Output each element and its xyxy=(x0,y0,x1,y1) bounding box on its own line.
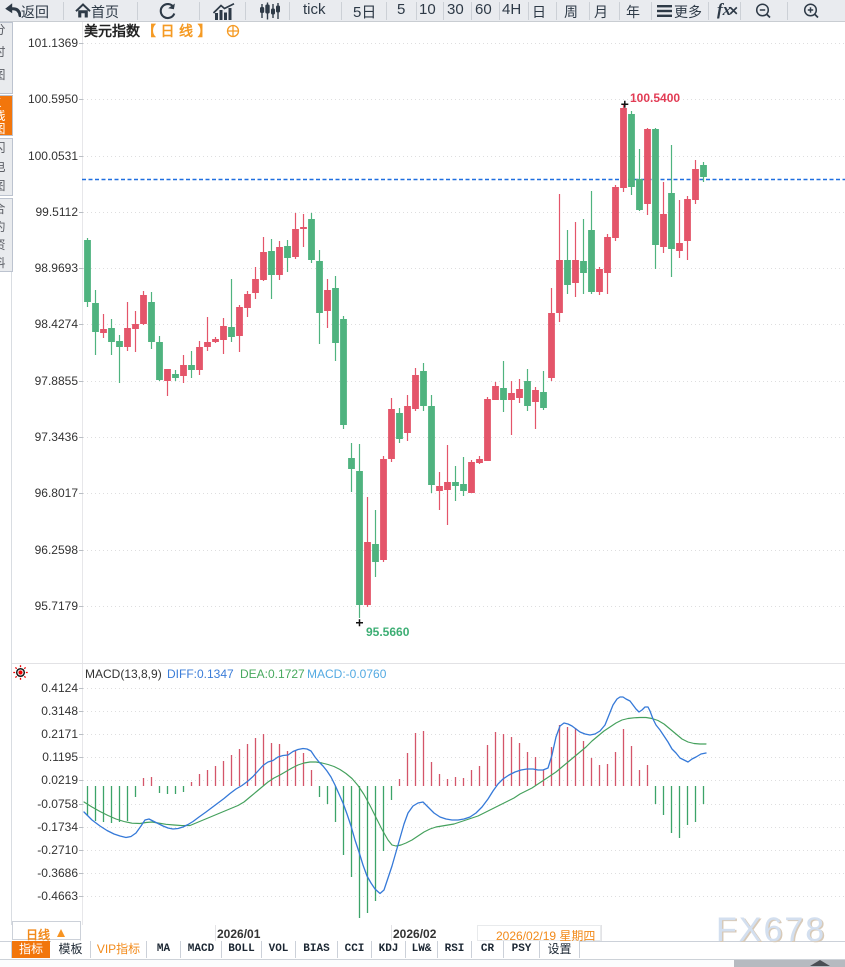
svg-text:100.5950: 100.5950 xyxy=(28,92,78,106)
svg-text:100.0531: 100.0531 xyxy=(28,149,78,163)
svg-text:【日线】: 【日线】 xyxy=(142,23,216,39)
svg-text:MACD:-0.0760: MACD:-0.0760 xyxy=(307,667,387,681)
svg-text:-0.4663: -0.4663 xyxy=(37,889,78,903)
svg-text:0.0219: 0.0219 xyxy=(41,773,78,787)
svg-text:-0.1734: -0.1734 xyxy=(37,820,78,834)
svg-text:美元指数: 美元指数 xyxy=(84,23,141,39)
svg-text:-0.2710: -0.2710 xyxy=(37,843,78,857)
svg-text:DEA:0.1727: DEA:0.1727 xyxy=(240,667,305,681)
svg-text:MACD(13,8,9): MACD(13,8,9) xyxy=(85,667,162,681)
svg-text:-0.0758: -0.0758 xyxy=(37,797,78,811)
svg-text:0.2171: 0.2171 xyxy=(41,727,78,741)
svg-text:0.4124: 0.4124 xyxy=(41,681,78,695)
svg-text:DIFF:0.1347: DIFF:0.1347 xyxy=(167,667,234,681)
svg-text:97.3436: 97.3436 xyxy=(35,430,79,444)
svg-text:97.8855: 97.8855 xyxy=(35,374,79,388)
svg-text:0.1195: 0.1195 xyxy=(42,750,78,764)
svg-text:101.1369: 101.1369 xyxy=(28,36,78,50)
svg-text:96.2598: 96.2598 xyxy=(35,543,79,557)
svg-text:98.4274: 98.4274 xyxy=(35,317,79,331)
svg-text:100.5400: 100.5400 xyxy=(630,91,680,105)
svg-text:99.5112: 99.5112 xyxy=(36,205,79,219)
svg-text:0.3148: 0.3148 xyxy=(41,704,78,718)
svg-text:96.8017: 96.8017 xyxy=(35,486,79,500)
svg-text:-0.3686: -0.3686 xyxy=(37,866,78,880)
svg-text:98.9693: 98.9693 xyxy=(35,261,79,275)
svg-text:95.7179: 95.7179 xyxy=(35,599,79,613)
svg-text:95.5660: 95.5660 xyxy=(366,625,410,639)
